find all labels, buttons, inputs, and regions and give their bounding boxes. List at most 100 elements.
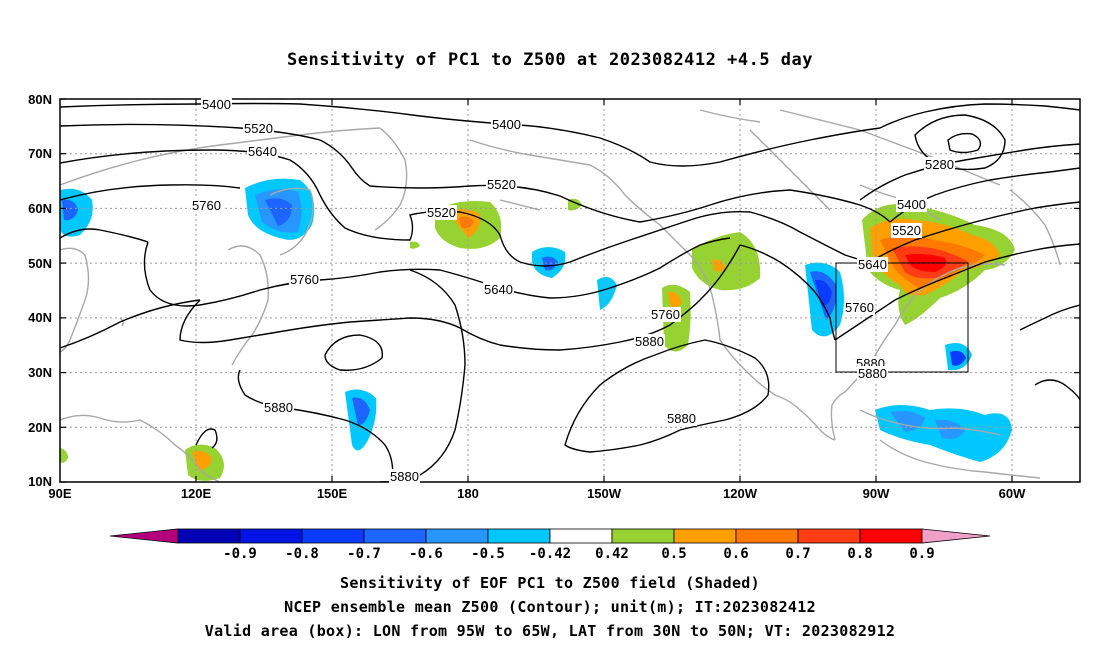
contour-line (869, 201, 1080, 263)
contour-label-halo (389, 469, 420, 484)
lon-label: 120W (723, 486, 758, 501)
valid-area-box (835, 262, 969, 373)
colorbar-tick-label: 0.5 (661, 546, 686, 562)
contour-label-halo (191, 198, 222, 213)
contour-label: 5400 (492, 117, 521, 132)
coastline (227, 245, 270, 366)
figure-title: Sensitivity of PC1 to Z500 at 2023082412… (286, 50, 813, 70)
contour-label-halo (650, 307, 681, 322)
contour-label-halo (857, 257, 888, 272)
contour-label-halo (263, 400, 294, 415)
contour-line (1034, 379, 1080, 401)
coastline (60, 127, 381, 186)
contour-label: 5520 (427, 205, 456, 220)
lat-label: 80N (28, 92, 52, 107)
contour-label: 5760 (845, 300, 874, 315)
contour-line (60, 228, 149, 243)
lat-label: 60N (28, 201, 52, 216)
colorbar-tick-label: -0.8 (285, 546, 319, 562)
coastline (589, 164, 776, 396)
negative-patch (875, 405, 1012, 462)
contour-label: 5280 (925, 157, 954, 172)
contour-line (195, 428, 218, 449)
colorbar-swatch (487, 528, 551, 544)
contour-label: 5640 (248, 144, 277, 159)
coastline (499, 199, 541, 211)
lat-label: 30N (28, 365, 52, 380)
lon-label: 90E (48, 486, 71, 501)
negative-patch (532, 247, 566, 278)
contour-label: 5520 (244, 121, 273, 136)
coastline (60, 414, 221, 482)
negative-patch (597, 276, 617, 310)
coastline (469, 139, 591, 166)
contour-label: 5520 (487, 177, 516, 192)
colorbar-swatch (859, 528, 923, 544)
contour-line (379, 269, 466, 482)
caption-line-2: NCEP ensemble mean Z500 (Contour); unit(… (284, 598, 816, 616)
lat-label: 10N (28, 474, 52, 489)
coastline (774, 394, 836, 441)
contour-label-halo (247, 144, 278, 159)
colorbar-swatch (301, 528, 365, 544)
contour-line (834, 243, 1080, 341)
contour-label-halo (891, 223, 922, 238)
contour-labels: 5400 5520 5640 5760 5400 5520 5280 5760 … (191, 97, 955, 484)
contour-line (739, 244, 836, 341)
lat-label: 50N (28, 256, 52, 271)
colorbar-tick-label: -0.7 (347, 546, 381, 562)
contour-line (60, 149, 871, 267)
coastline (119, 317, 124, 327)
contour-line (879, 103, 1080, 129)
contour-label: 5400 (897, 197, 926, 212)
colorbar-tick-label: -0.5 (471, 546, 505, 562)
negative-patch (945, 342, 972, 371)
latitude-labels: 80N 70N 60N 50N 40N 30N 20N 10N (28, 92, 52, 489)
colorbar-swatch (611, 528, 675, 544)
lat-label: 70N (28, 146, 52, 161)
contour-label: 5880 (667, 411, 696, 426)
contour-line (859, 143, 1080, 201)
contour-label-halo (426, 205, 457, 220)
lon-label: 150E (317, 486, 348, 501)
caption-line-1: Sensitivity of EOF PC1 to Z500 field (Sh… (340, 574, 760, 592)
colorbar-tick-label: 0.8 (847, 546, 872, 562)
contour-line (1019, 304, 1080, 331)
lon-label: 60W (999, 486, 1026, 501)
contour-label-halo (634, 334, 665, 349)
colorbar-swatch (363, 528, 427, 544)
colorbar-tick-label: 0.9 (909, 546, 934, 562)
lat-label: 40N (28, 310, 52, 325)
contour-label: 5760 (192, 198, 221, 213)
contour-label: 5520 (892, 223, 921, 238)
contour-label: 5880 (264, 400, 293, 415)
contour-label-halo (289, 272, 320, 287)
contour-label-halo (201, 97, 232, 112)
contour-line (947, 132, 982, 154)
colorbar-swatch (735, 528, 799, 544)
coastline (749, 129, 831, 211)
contour-label: 5760 (651, 307, 680, 322)
negative-patch (60, 188, 93, 237)
contour-label-halo (486, 177, 517, 192)
contour-label: 5640 (484, 282, 513, 297)
colorbar-swatch (673, 528, 737, 544)
contour-line (179, 299, 461, 344)
contour-label: 5760 (290, 272, 319, 287)
contour-line (60, 102, 881, 167)
contour-label-halo (491, 117, 522, 132)
caption-line-3: Valid area (box): LON from 95W to 65W, L… (204, 622, 896, 640)
colorbar-tick-label: -0.6 (409, 546, 443, 562)
coastline (859, 409, 1001, 436)
lon-label: 180 (457, 486, 479, 501)
longitude-labels: 90E 120E 150E 180 150W 120W 90W 60W (48, 486, 1026, 501)
coastline (1009, 189, 1061, 266)
coastline (779, 109, 1001, 186)
negative-patch (345, 389, 377, 451)
lon-label: 150W (587, 486, 622, 501)
colorbar-tick-label: 0.7 (785, 546, 810, 562)
contour-line (60, 299, 201, 349)
contour-label: 5400 (202, 97, 231, 112)
